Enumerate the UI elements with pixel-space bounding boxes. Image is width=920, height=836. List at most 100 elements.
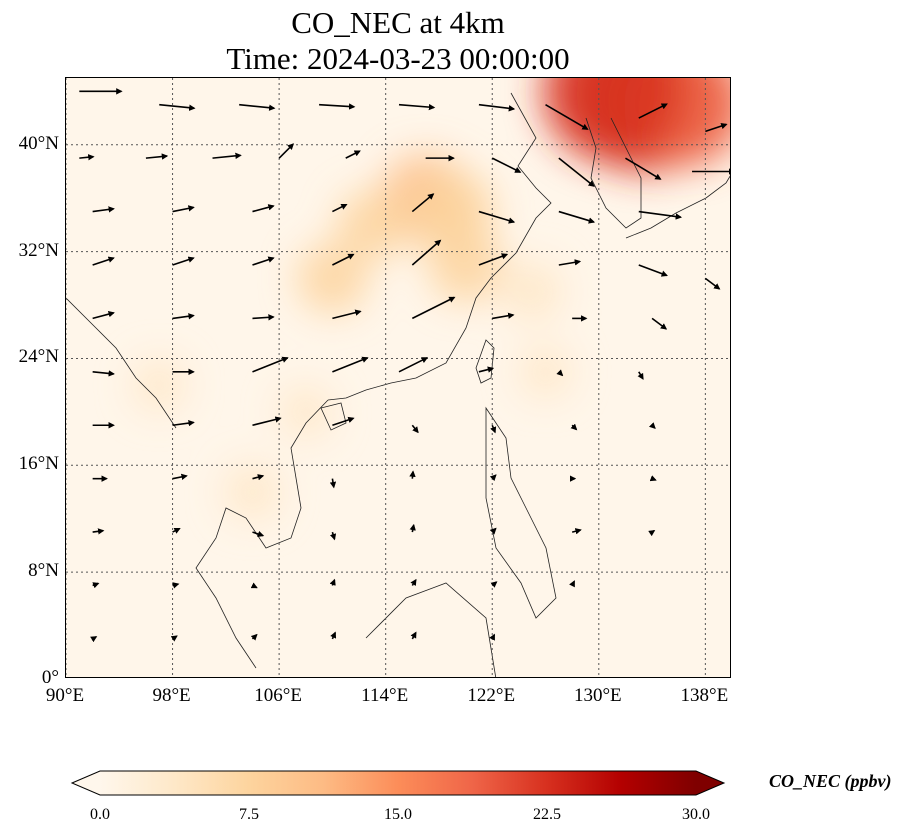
wind-vector [638, 103, 668, 119]
wind-vector [705, 123, 728, 133]
wind-vector [239, 103, 276, 111]
wind-vector [489, 527, 497, 535]
wind-vector [625, 157, 662, 180]
wind-vector [252, 474, 265, 481]
colorbar-tick-label: 0.0 [90, 806, 110, 823]
wind-vector [558, 210, 596, 224]
colorbar-tick-label: 15.0 [384, 806, 412, 823]
wind-vector [170, 635, 178, 642]
map-subtitle-time: Time: 2024-03-23 00:00:00 [226, 41, 570, 76]
wind-vector [252, 356, 289, 373]
colorbar-max-extension [696, 771, 724, 795]
wind-vector [570, 423, 578, 431]
lat-tick-label: 24°N [18, 346, 59, 368]
wind-vector [330, 631, 337, 640]
wind-vector [637, 371, 644, 380]
wind-vector [638, 210, 683, 220]
wind-vector [491, 157, 522, 173]
wind-vectors [79, 88, 730, 643]
lat-lon-grid [66, 78, 730, 677]
wind-vector [556, 369, 564, 377]
lon-tick-label: 98°E [152, 685, 191, 706]
wind-vector [250, 582, 258, 589]
wind-vector [410, 631, 417, 640]
wind-vector [648, 422, 656, 429]
lon-tick-label: 130°E [573, 685, 622, 706]
wind-vector [558, 157, 595, 187]
map-canvas [66, 78, 730, 677]
wind-vector [329, 478, 337, 489]
wind-vector [345, 150, 361, 159]
wind-vector [492, 312, 515, 320]
wind-vector [332, 309, 362, 320]
wind-vector [704, 277, 721, 290]
wind-vector [159, 103, 196, 111]
wind-vector [489, 474, 497, 482]
wind-vector [92, 528, 105, 535]
wind-vector [638, 264, 668, 277]
lon-tick-label: 106°E [254, 685, 302, 706]
wind-vector [478, 253, 509, 266]
wind-vector [558, 259, 582, 266]
wind-vector [569, 580, 575, 588]
wind-vector [172, 419, 195, 427]
colorbar-gradient [100, 771, 696, 795]
wind-vector [252, 204, 275, 213]
wind-vector [250, 633, 258, 641]
colorbar-label: CO_NEC (ppbv) [769, 771, 892, 791]
coastline-hainan [320, 402, 347, 431]
wind-vector [252, 314, 275, 321]
coastline-indian-coast [66, 297, 177, 429]
wind-vector [332, 356, 369, 373]
concentration-plume [279, 385, 333, 439]
concentration-plume [519, 345, 572, 399]
wind-vector [490, 581, 498, 588]
wind-vector [410, 578, 417, 586]
map-panel [65, 77, 731, 678]
colorbar-outline [70, 770, 726, 796]
coastline-taiwan [475, 339, 495, 384]
wind-vector [571, 528, 582, 535]
colorbar-tick-label: 22.5 [533, 806, 561, 823]
wind-vector [278, 143, 295, 159]
lon-tick-label: 114°E [361, 685, 409, 706]
wind-vector [172, 527, 181, 534]
wind-vector [172, 582, 180, 589]
wind-vector [332, 203, 348, 213]
wind-vector [411, 239, 442, 266]
wind-vector [332, 416, 355, 427]
concentration-plume [501, 260, 563, 323]
wind-vector [648, 529, 656, 537]
wind-vector [411, 193, 435, 213]
wind-vector [145, 153, 169, 160]
wind-vector [411, 296, 456, 320]
wind-vector [478, 210, 516, 224]
coastline-japan [625, 175, 730, 239]
map-title: CO_NEC at 4km [291, 5, 505, 40]
wind-vector [329, 578, 336, 586]
coastline-korea [585, 117, 642, 229]
wind-vector [172, 473, 188, 481]
wind-vector [172, 256, 195, 266]
lat-tick-label: 16°N [18, 453, 59, 475]
wind-vector [90, 636, 98, 643]
wind-vector [545, 104, 589, 130]
wind-vector [398, 357, 429, 373]
colorbar-tick-label: 30.0 [682, 806, 710, 823]
colorbar-tick-label: 7.5 [239, 806, 259, 823]
colorbar-min-extension [72, 771, 100, 795]
wind-vector [332, 253, 355, 266]
wind-vector [92, 206, 115, 213]
wind-vector [92, 256, 115, 266]
wind-vector [92, 370, 115, 377]
wind-vector [489, 633, 496, 641]
wind-vector [212, 152, 242, 160]
wind-vector [490, 424, 497, 434]
wind-vector [252, 256, 275, 266]
wind-vector [409, 523, 416, 533]
concentration-plume [223, 463, 282, 521]
concentration-plume [132, 358, 186, 412]
coastline-china [327, 92, 552, 401]
wind-vector [409, 470, 416, 479]
wind-vector [172, 205, 195, 213]
